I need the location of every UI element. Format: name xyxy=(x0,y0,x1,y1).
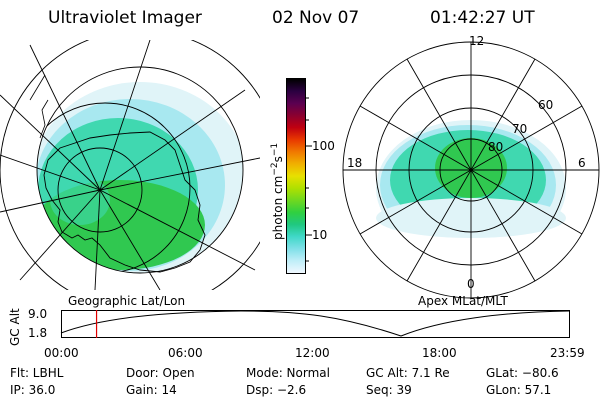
colorbar-tick-10: 10 xyxy=(312,228,328,242)
continent-outline xyxy=(43,131,206,273)
magnetic-grid xyxy=(342,41,600,299)
lat-label-80: 80 xyxy=(488,140,504,154)
timeline-tick-y-max: 9.0 xyxy=(28,307,48,321)
mode-info: Mode: Normal xyxy=(246,366,330,380)
timeline-tick-0600: 06:00 xyxy=(168,346,203,360)
timeline-ylabel: GC Alt xyxy=(8,308,22,346)
lat-label-70: 70 xyxy=(512,122,528,136)
timeline-tick-1800: 18:00 xyxy=(422,346,457,360)
magnetic-caption: Apex MLat/MLT xyxy=(418,294,508,308)
colorbar xyxy=(286,78,306,274)
instrument-title: Ultraviolet Imager xyxy=(48,8,202,28)
altitude-curve xyxy=(60,310,570,337)
mlt-label-12: 12 xyxy=(469,34,485,48)
mlt-label-0: 0 xyxy=(467,277,475,291)
glat-info: GLat: −80.6 xyxy=(486,366,559,380)
observation-time: 01:42:27 UT xyxy=(430,8,535,28)
geographic-caption: Geographic Lat/Lon xyxy=(68,294,186,308)
colorbar-ticks xyxy=(306,97,312,262)
colorbar-unit-label: photon cm−2s−1 xyxy=(270,142,285,240)
timeline-tick-y-min: 1.8 xyxy=(28,326,48,340)
timeline-tick-2359: 23:59 xyxy=(550,346,585,360)
geographic-map xyxy=(0,40,260,290)
observation-date: 02 Nov 07 xyxy=(272,8,360,28)
geographic-grid xyxy=(0,40,260,290)
glon-info: GLon: 57.1 xyxy=(486,383,552,397)
gain-info: Gain: 14 xyxy=(126,383,177,397)
timeline-tick-1200: 12:00 xyxy=(295,346,330,360)
dsp-info: Dsp: −2.6 xyxy=(246,383,307,397)
mlt-label-18: 18 xyxy=(347,156,363,170)
mlt-label-6: 6 xyxy=(578,156,586,170)
ip-info: IP: 36.0 xyxy=(10,383,56,397)
lat-label-60: 60 xyxy=(538,98,554,112)
gc-alt-info: GC Alt: 7.1 Re xyxy=(366,366,450,380)
filter-info: Flt: LBHL xyxy=(10,366,64,380)
door-info: Door: Open xyxy=(126,366,195,380)
timeline-tick-0000: 00:00 xyxy=(44,346,79,360)
sequence-info: Seq: 39 xyxy=(366,383,412,397)
colorbar-tick-100: 100 xyxy=(312,139,335,153)
magnetic-polar-plot xyxy=(342,41,600,299)
aurora-image-geographic xyxy=(37,82,243,273)
timeline-plot xyxy=(60,310,570,338)
